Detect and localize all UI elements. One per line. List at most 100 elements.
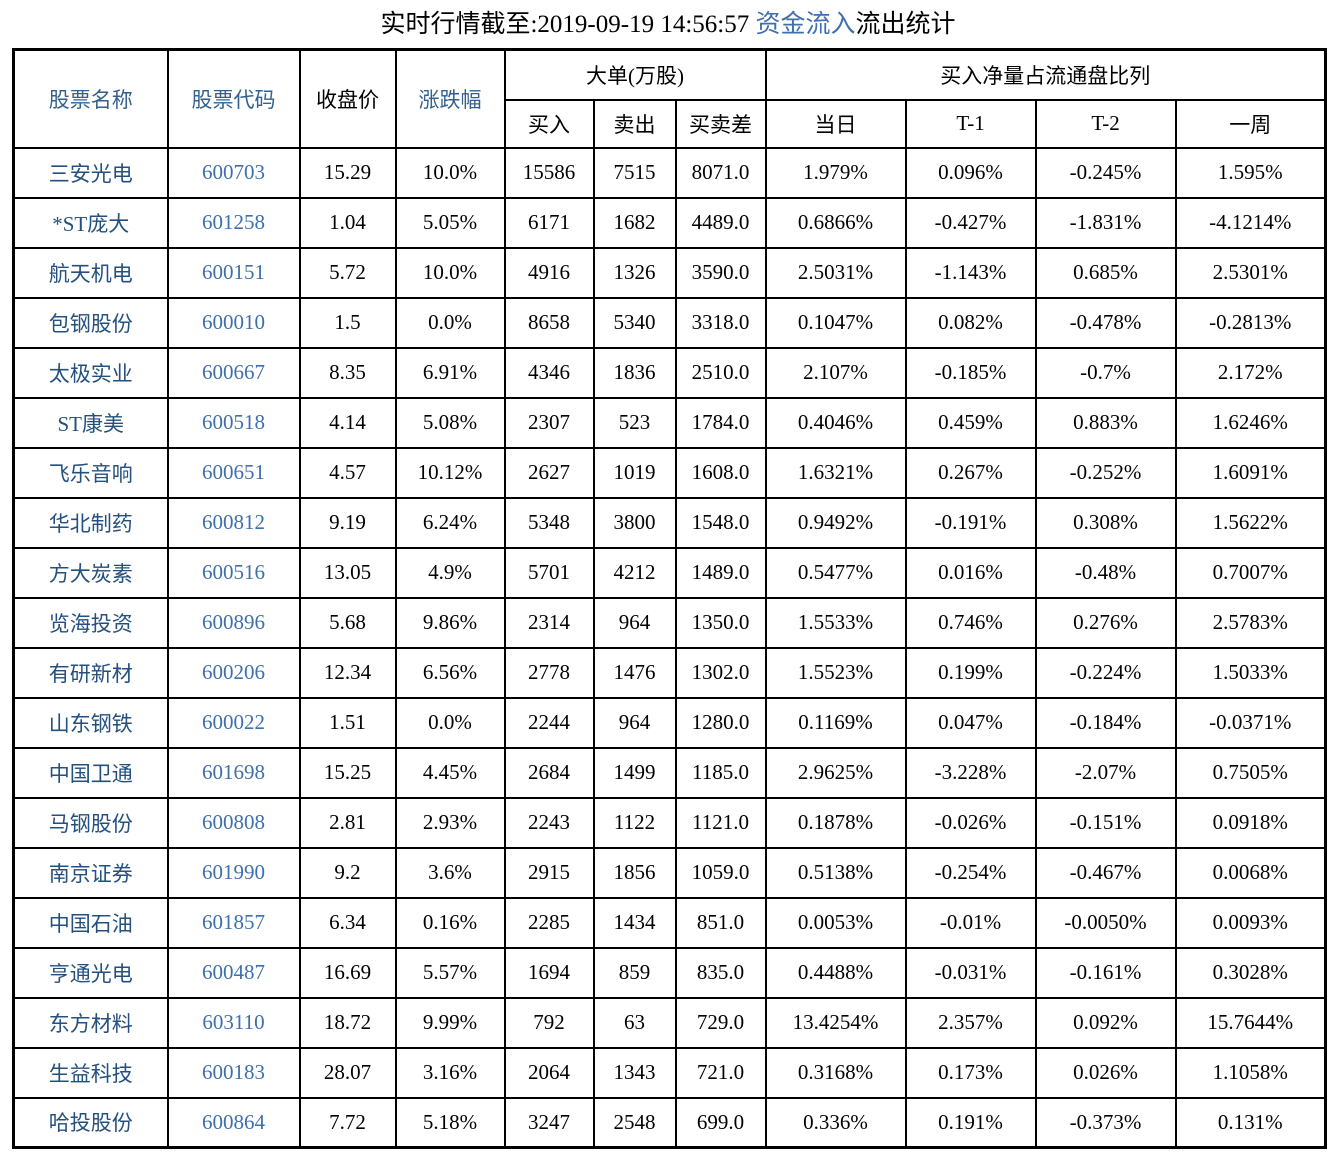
cell-buy-sell-diff: 1784.0 bbox=[674, 396, 767, 449]
cell-close-price: 13.05 bbox=[298, 546, 397, 599]
cell-net-today: 2.5031% bbox=[764, 246, 907, 299]
table-row: 华北制药 600812 9.19 6.24% 5348 3800 1548.0 0.9492%… bbox=[12, 496, 1327, 549]
title-highlight-funds-inflow: 资金流入 bbox=[755, 11, 856, 38]
cell-net-week: 0.7007% bbox=[1174, 546, 1327, 599]
cell-change-pct: 6.56% bbox=[394, 646, 506, 699]
cell-buy-sell-diff: 1185.0 bbox=[674, 746, 767, 799]
cell-buy: 2307 bbox=[503, 396, 595, 449]
cell-net-today: 0.0053% bbox=[764, 896, 907, 949]
cell-stock-name: 亨通光电 bbox=[12, 946, 169, 999]
cell-net-week: 0.0068% bbox=[1174, 846, 1327, 899]
header-one-week: 一周 bbox=[1174, 98, 1327, 149]
cell-stock-name: 东方材料 bbox=[12, 996, 169, 1049]
cell-stock-code: 603110 bbox=[166, 996, 301, 1049]
cell-change-pct: 4.9% bbox=[394, 546, 506, 599]
cell-net-today: 0.4046% bbox=[764, 396, 907, 449]
cell-net-t1: 0.191% bbox=[904, 1096, 1037, 1149]
cell-change-pct: 5.57% bbox=[394, 946, 506, 999]
cell-change-pct: 3.16% bbox=[394, 1046, 506, 1099]
cell-stock-name: 中国石油 bbox=[12, 896, 169, 949]
cell-stock-code: 600651 bbox=[166, 446, 301, 499]
cell-buy: 6171 bbox=[503, 196, 595, 249]
header-buy-sell-diff: 买卖差 bbox=[674, 98, 767, 149]
cell-sell: 2548 bbox=[592, 1096, 677, 1149]
cell-close-price: 4.14 bbox=[298, 396, 397, 449]
cell-buy: 4916 bbox=[503, 246, 595, 299]
cell-net-t2: -0.184% bbox=[1034, 696, 1177, 749]
header-t-minus-2: T-2 bbox=[1034, 98, 1177, 149]
cell-net-t1: 0.267% bbox=[904, 446, 1037, 499]
cell-net-t1: 0.199% bbox=[904, 646, 1037, 699]
cell-net-t2: -0.478% bbox=[1034, 296, 1177, 349]
cell-buy: 1694 bbox=[503, 946, 595, 999]
cell-net-week: 0.131% bbox=[1174, 1096, 1327, 1149]
cell-net-t2: -2.07% bbox=[1034, 746, 1177, 799]
cell-stock-name: *ST庞大 bbox=[12, 196, 169, 249]
table-row: 方大炭素 600516 13.05 4.9% 5701 4212 1489.0 0.5477%… bbox=[12, 546, 1327, 599]
cell-net-t1: -0.01% bbox=[904, 896, 1037, 949]
cell-stock-name: 航天机电 bbox=[12, 246, 169, 299]
cell-stock-name: 有研新材 bbox=[12, 646, 169, 699]
cell-sell: 1326 bbox=[592, 246, 677, 299]
header-sell: 卖出 bbox=[592, 98, 677, 149]
cell-stock-name: 太极实业 bbox=[12, 346, 169, 399]
cell-net-t1: 0.746% bbox=[904, 596, 1037, 649]
cell-net-t1: -3.228% bbox=[904, 746, 1037, 799]
cell-buy-sell-diff: 1489.0 bbox=[674, 546, 767, 599]
cell-net-t2: -0.161% bbox=[1034, 946, 1177, 999]
cell-sell: 1343 bbox=[592, 1046, 677, 1099]
cell-buy: 8658 bbox=[503, 296, 595, 349]
table-row: 生益科技 600183 28.07 3.16% 2064 1343 721.0 0.3168%… bbox=[12, 1046, 1327, 1099]
cell-change-pct: 9.86% bbox=[394, 596, 506, 649]
cell-net-t1: -0.026% bbox=[904, 796, 1037, 849]
cell-net-t1: 2.357% bbox=[904, 996, 1037, 1049]
cell-stock-code: 600518 bbox=[166, 396, 301, 449]
cell-buy-sell-diff: 8071.0 bbox=[674, 146, 767, 199]
header-buy: 买入 bbox=[503, 98, 595, 149]
cell-sell: 1019 bbox=[592, 446, 677, 499]
cell-net-t2: -0.252% bbox=[1034, 446, 1177, 499]
cell-net-t1: 0.173% bbox=[904, 1046, 1037, 1099]
cell-stock-name: ST康美 bbox=[12, 396, 169, 449]
cell-stock-code: 600022 bbox=[166, 696, 301, 749]
table-row: 中国石油 601857 6.34 0.16% 2285 1434 851.0 0.0053% -… bbox=[12, 896, 1327, 949]
cell-close-price: 5.68 bbox=[298, 596, 397, 649]
page-title: 实时行情截至:2019-09-19 14:56:57 资金流入流出统计 bbox=[0, 0, 1336, 40]
cell-stock-name: 华北制药 bbox=[12, 496, 169, 549]
cell-buy: 5348 bbox=[503, 496, 595, 549]
cell-net-today: 0.5477% bbox=[764, 546, 907, 599]
cell-net-t1: -0.185% bbox=[904, 346, 1037, 399]
cell-net-t2: -1.831% bbox=[1034, 196, 1177, 249]
cell-net-t2: 0.308% bbox=[1034, 496, 1177, 549]
cell-net-week: 15.7644% bbox=[1174, 996, 1327, 1049]
cell-net-t1: -0.254% bbox=[904, 846, 1037, 899]
cell-net-today: 0.9492% bbox=[764, 496, 907, 549]
cell-sell: 964 bbox=[592, 596, 677, 649]
cell-net-t2: -0.151% bbox=[1034, 796, 1177, 849]
cell-net-t2: -0.467% bbox=[1034, 846, 1177, 899]
cell-buy-sell-diff: 835.0 bbox=[674, 946, 767, 999]
cell-sell: 1434 bbox=[592, 896, 677, 949]
cell-change-pct: 0.0% bbox=[394, 296, 506, 349]
cell-net-week: 2.5783% bbox=[1174, 596, 1327, 649]
table-row: 飞乐音响 600651 4.57 10.12% 2627 1019 1608.0 1.6321… bbox=[12, 446, 1327, 499]
header-stock-name: 股票名称 bbox=[12, 48, 169, 149]
cell-net-today: 0.5138% bbox=[764, 846, 907, 899]
cell-change-pct: 4.45% bbox=[394, 746, 506, 799]
cell-net-t2: 0.026% bbox=[1034, 1046, 1177, 1099]
cell-buy: 2314 bbox=[503, 596, 595, 649]
cell-net-today: 2.107% bbox=[764, 346, 907, 399]
table-header: 股票名称 股票代码 收盘价 涨跌幅 大单(万股) 买入净量占流通盘比列 买入 卖… bbox=[12, 48, 1327, 149]
cell-net-week: -0.0371% bbox=[1174, 696, 1327, 749]
cell-stock-code: 601990 bbox=[166, 846, 301, 899]
table-row: ST康美 600518 4.14 5.08% 2307 523 1784.0 0.4046% 0… bbox=[12, 396, 1327, 449]
table-row: 中国卫通 601698 15.25 4.45% 2684 1499 1185.0 2.9625… bbox=[12, 746, 1327, 799]
header-today: 当日 bbox=[764, 98, 907, 149]
cell-buy: 792 bbox=[503, 996, 595, 1049]
cell-buy: 15586 bbox=[503, 146, 595, 199]
cell-net-t2: -0.245% bbox=[1034, 146, 1177, 199]
cell-change-pct: 2.93% bbox=[394, 796, 506, 849]
cell-close-price: 16.69 bbox=[298, 946, 397, 999]
cell-net-today: 13.4254% bbox=[764, 996, 907, 1049]
cell-stock-code: 600703 bbox=[166, 146, 301, 199]
